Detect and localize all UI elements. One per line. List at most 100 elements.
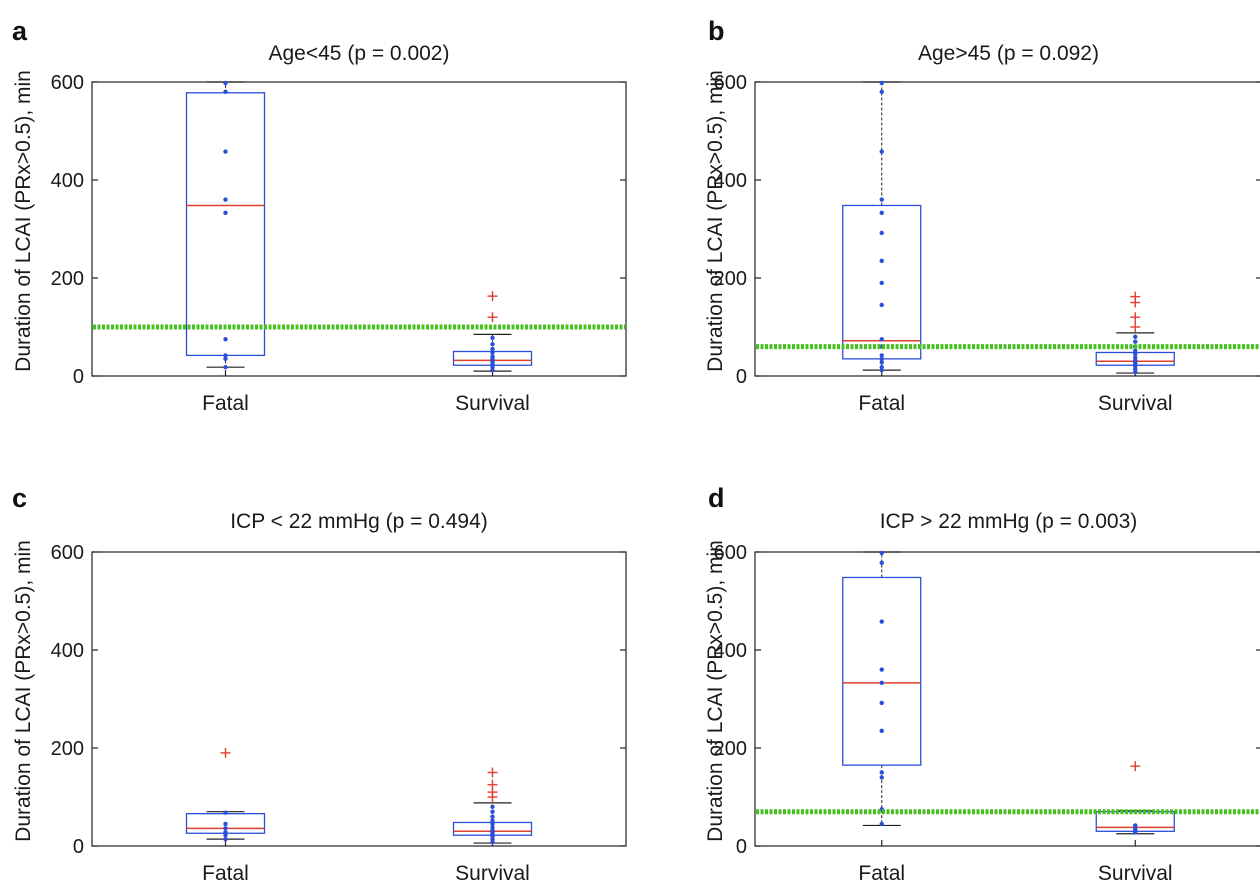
panel-c: 0 200 400 600 Fatal Survival ICP < 22 mmHg (p … xyxy=(12,483,627,885)
data-point xyxy=(223,353,228,358)
box-fatal xyxy=(185,747,266,842)
y-tick-label: 200 xyxy=(51,738,84,760)
data-point xyxy=(879,353,884,358)
outlier-marker xyxy=(220,747,231,758)
x-category-label: Survival xyxy=(455,862,530,885)
data-point xyxy=(879,337,884,342)
data-point xyxy=(223,89,228,95)
data-point xyxy=(879,89,884,95)
y-tick-label: 400 xyxy=(51,640,84,662)
y-tick-label: 400 xyxy=(714,170,747,192)
panel-letter: c xyxy=(12,483,27,513)
data-point xyxy=(490,825,495,830)
iqr-box xyxy=(842,576,922,766)
data-point xyxy=(223,836,228,842)
panel-letter: d xyxy=(708,483,725,513)
x-category-label: Fatal xyxy=(858,392,905,415)
axes-frame xyxy=(91,551,627,847)
y-tick-label: 0 xyxy=(736,366,747,388)
outlier-marker xyxy=(1130,761,1141,772)
data-point xyxy=(223,356,228,362)
panel-title: ICP > 22 mmHg (p = 0.003) xyxy=(880,510,1138,533)
outlier-marker xyxy=(1130,312,1141,323)
data-point xyxy=(223,337,228,342)
data-point xyxy=(879,821,884,827)
y-tick-label: 600 xyxy=(51,72,84,94)
data-point xyxy=(490,814,495,819)
data-point xyxy=(223,364,228,370)
data-point xyxy=(879,230,884,236)
data-point xyxy=(879,149,884,154)
axes-frame xyxy=(754,551,1260,847)
data-point xyxy=(1133,334,1138,339)
data-point xyxy=(223,149,228,154)
data-point xyxy=(879,280,884,286)
box-survival xyxy=(452,767,533,845)
data-point xyxy=(1133,355,1138,360)
x-category-label: Fatal xyxy=(202,862,249,885)
box-fatal xyxy=(185,80,266,370)
outlier-marker xyxy=(487,779,498,790)
data-point xyxy=(879,619,884,624)
outlier-marker xyxy=(487,767,498,778)
y-tick-label: 600 xyxy=(714,542,747,564)
y-tick-label: 600 xyxy=(51,542,84,564)
panel-a: 0 200 400 600 Fatal Survival Age<45 (p = 0.002… xyxy=(12,16,627,415)
data-point xyxy=(1133,348,1138,353)
x-category-label: Survival xyxy=(1098,392,1173,415)
data-point xyxy=(879,258,884,264)
data-point xyxy=(1133,339,1138,344)
panel-b: 0 200 400 600 Fatal Survival Age>45 (p = 0.092… xyxy=(704,16,1260,415)
data-point xyxy=(879,197,884,202)
data-point xyxy=(490,818,495,823)
data-point xyxy=(490,346,495,352)
panel-title: Age>45 (p = 0.092) xyxy=(918,42,1099,65)
data-point xyxy=(879,700,884,706)
data-point xyxy=(879,210,884,216)
y-tick-label: 400 xyxy=(51,170,84,192)
panel-title: ICP < 22 mmHg (p = 0.494) xyxy=(230,510,488,533)
data-point xyxy=(879,775,884,780)
data-point xyxy=(223,210,228,216)
data-point xyxy=(879,560,884,565)
data-point xyxy=(879,360,884,365)
data-point xyxy=(490,821,495,827)
y-axis-label: Duration of LCAI (PRx>0.5), min xyxy=(12,540,35,842)
data-point xyxy=(490,354,495,359)
box-survival xyxy=(1095,291,1175,375)
data-point xyxy=(490,335,495,340)
outlier-marker xyxy=(487,312,498,323)
data-point xyxy=(879,80,884,86)
data-point xyxy=(879,364,884,370)
x-category-label: Survival xyxy=(1098,862,1173,885)
panel-letter: b xyxy=(708,16,725,46)
x-category-label: Survival xyxy=(455,392,530,415)
y-tick-label: 0 xyxy=(73,366,84,388)
y-axis-label: Duration of LCAI (PRx>0.5), min xyxy=(12,70,35,372)
outlier-marker xyxy=(1130,322,1141,332)
box-survival xyxy=(1095,761,1175,835)
data-point xyxy=(1133,823,1138,828)
data-point xyxy=(1133,351,1138,357)
data-point xyxy=(879,302,884,308)
data-point xyxy=(223,810,228,815)
outlier-marker xyxy=(1130,291,1141,302)
data-point xyxy=(879,770,884,775)
y-tick-label: 200 xyxy=(51,268,84,290)
data-point xyxy=(490,809,495,814)
data-point xyxy=(879,680,884,686)
y-tick-label: 0 xyxy=(736,836,747,858)
y-axis-label: Duration of LCAI (PRx>0.5), min xyxy=(704,70,727,372)
x-category-label: Fatal xyxy=(858,862,905,885)
data-point xyxy=(223,821,228,827)
data-point xyxy=(879,728,884,734)
panel-d: 0 200 400 600 Fatal Survival ICP > 22 mmHg (p … xyxy=(704,483,1260,885)
y-tick-label: 200 xyxy=(714,268,747,290)
data-point xyxy=(223,826,228,831)
data-point xyxy=(490,341,495,347)
data-point xyxy=(223,197,228,202)
y-axis-label: Duration of LCAI (PRx>0.5), min xyxy=(704,540,727,842)
y-tick-label: 400 xyxy=(714,640,747,662)
data-point xyxy=(223,830,228,835)
